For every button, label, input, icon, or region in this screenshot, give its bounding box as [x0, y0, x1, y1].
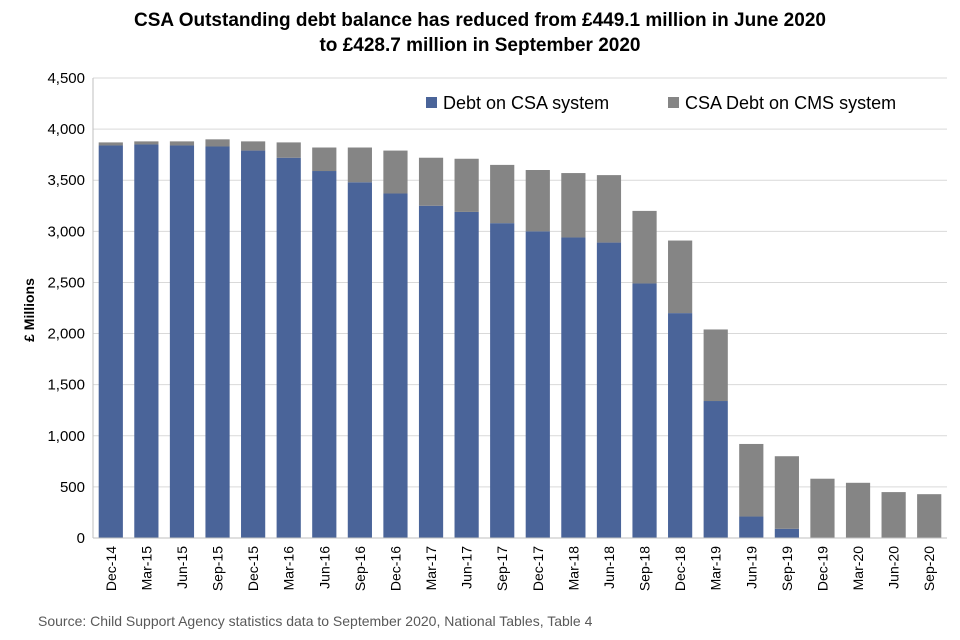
y-tick-label: 1,500	[47, 377, 85, 394]
bar-cms-system	[774, 456, 799, 529]
legend-label-cms: CSA Debt on CMS system	[685, 93, 896, 113]
bar-cms-system	[312, 147, 337, 172]
x-tick-label: Sep-20	[921, 546, 937, 591]
bar-cms-system	[276, 142, 301, 158]
bar-cms-system	[703, 329, 728, 402]
chart-title: CSA Outstanding debt balance has reduced…	[0, 8, 960, 58]
bar-cms-system	[205, 139, 230, 147]
x-tick-label: Dec-15	[245, 546, 261, 591]
bar-csa-system	[703, 401, 728, 538]
bar-csa-system	[596, 242, 622, 539]
x-tick-label: Sep-18	[637, 546, 653, 591]
bar-csa-system	[490, 223, 515, 538]
bar-cms-system	[881, 492, 906, 538]
y-tick-label: 2,000	[47, 326, 85, 343]
x-tick-label: Dec-18	[672, 546, 688, 591]
x-tick-label: Jun-20	[886, 546, 902, 589]
bar-csa-system	[347, 182, 372, 538]
x-tick-label: Jun-17	[459, 546, 475, 589]
bar-csa-system	[276, 157, 301, 538]
x-tick-label: Dec-14	[103, 546, 119, 591]
axes	[92, 78, 947, 539]
y-tick-label: 2,500	[47, 274, 85, 291]
bar-csa-system	[98, 145, 123, 538]
bar-csa-system	[561, 237, 586, 538]
x-tick-label: Sep-16	[352, 546, 368, 591]
x-tick-label: Mar-17	[423, 546, 439, 591]
x-tick-label: Jun-16	[316, 546, 332, 589]
bar-cms-system	[810, 478, 835, 538]
x-tick-label: Mar-15	[138, 546, 154, 591]
bar-csa-system	[632, 283, 657, 538]
bars	[98, 139, 942, 539]
bar-cms-system	[561, 173, 586, 238]
bar-csa-system	[418, 205, 444, 538]
y-tick-label: 4,000	[47, 121, 85, 138]
bar-csa-system	[525, 231, 550, 539]
x-tick-label: Jun-18	[601, 546, 617, 589]
x-tick-label: Mar-16	[281, 546, 297, 591]
chart-title-line2: to £428.7 million in September 2020	[319, 35, 641, 56]
y-tick-label: 3,000	[47, 223, 85, 240]
x-tick-label: Jun-19	[743, 546, 759, 589]
bar-cms-system	[596, 175, 622, 243]
bar-cms-system	[241, 141, 266, 151]
x-tick-label: Mar-19	[708, 546, 724, 591]
bar-csa-system	[668, 313, 693, 538]
x-tick-label: Sep-17	[494, 546, 510, 591]
y-tick-label: 3,500	[47, 172, 85, 189]
y-axis-label: £ Millions	[21, 278, 37, 342]
bar-cms-system	[917, 494, 942, 538]
bar-cms-system	[383, 150, 408, 194]
bar-csa-system	[241, 150, 266, 539]
bar-csa-system	[454, 211, 479, 538]
x-tick-label: Dec-17	[530, 546, 546, 591]
bar-csa-system	[774, 528, 799, 538]
x-tick-label: Dec-19	[814, 546, 830, 591]
bar-csa-system	[205, 146, 230, 538]
bar-cms-system	[134, 141, 159, 145]
source-note: Source: Child Support Agency statistics …	[38, 613, 593, 629]
y-tick-label: 4,500	[47, 70, 85, 87]
y-tick-labels: 0 500 1,000 1,500 2,000 2,500 3,000 3,500 4,000 4…	[47, 70, 85, 547]
chart-title-line1: CSA Outstanding debt balance has reduced…	[134, 10, 826, 31]
bar-cms-system	[169, 141, 195, 146]
bar-csa-system	[134, 144, 159, 538]
bar-cms-system	[739, 443, 764, 517]
x-tick-labels: Dec-14 Mar-15 Jun-15 Sep-15 Dec-15 Mar-16 Jun-…	[103, 546, 937, 591]
y-tick-label: 1,000	[47, 428, 85, 445]
x-tick-label: Sep-19	[779, 546, 795, 591]
bar-cms-system	[347, 147, 372, 183]
bar-cms-system	[490, 164, 515, 224]
legend: Debt on CSA system CSA Debt on CMS system	[426, 93, 896, 113]
bar-cms-system	[668, 240, 693, 314]
y-tick-label: 500	[60, 479, 85, 496]
x-tick-label: Mar-20	[850, 546, 866, 591]
x-tick-label: Dec-16	[387, 546, 403, 591]
legend-label-csa: Debt on CSA system	[443, 93, 609, 113]
gridlines	[93, 77, 947, 488]
x-tick-label: Sep-15	[210, 546, 226, 591]
bar-csa-system	[169, 145, 195, 538]
bar-cms-system	[454, 158, 479, 212]
bar-csa-system	[383, 193, 408, 538]
y-tick-label: 0	[77, 530, 85, 547]
bar-csa-system	[312, 171, 337, 538]
bar-cms-system	[525, 170, 550, 232]
bar-cms-system	[845, 482, 871, 538]
bar-cms-system	[418, 157, 444, 206]
bar-csa-system	[739, 516, 764, 538]
legend-swatch-cms	[668, 97, 679, 108]
bar-cms-system	[98, 142, 123, 146]
bar-cms-system	[632, 210, 657, 284]
x-tick-label: Mar-18	[565, 546, 581, 591]
x-tick-label: Jun-15	[174, 546, 190, 589]
stacked-bar-chart: 0 500 1,000 1,500 2,000 2,500 3,000 3,500 4,000 4…	[21, 70, 947, 591]
legend-swatch-csa	[426, 97, 437, 108]
